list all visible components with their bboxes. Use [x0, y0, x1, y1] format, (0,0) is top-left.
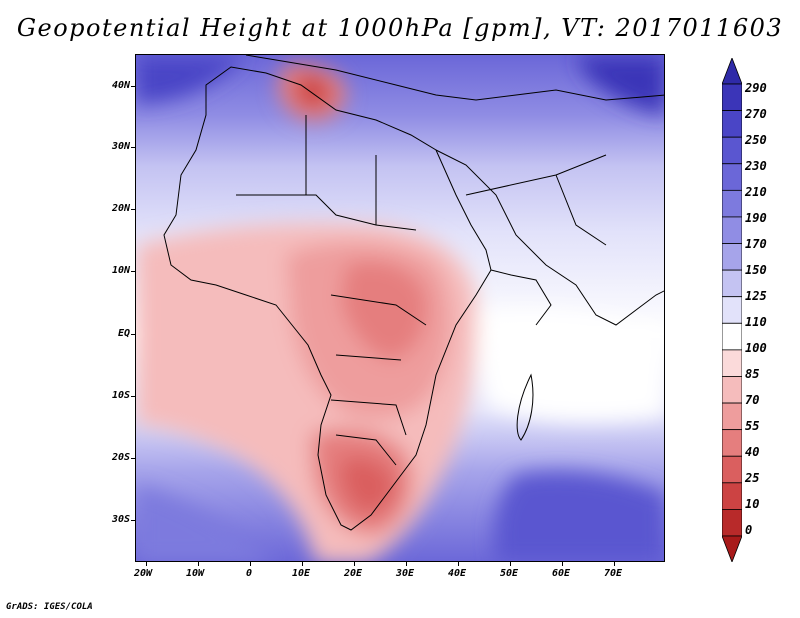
lon-tick: [510, 561, 511, 566]
colorbar-label: 100: [745, 341, 767, 355]
lat-label-30s: 30S: [111, 514, 130, 525]
colorbar-label: 40: [745, 445, 760, 459]
colorbar-segment: [722, 429, 742, 457]
lat-label-10s: 10S: [111, 390, 130, 401]
colorbar-segment: [722, 243, 742, 271]
lat-label-10n: 10N: [111, 265, 130, 276]
lat-tick: [131, 334, 136, 335]
colorbar-segment: [722, 189, 742, 218]
colorbar-label: 210: [745, 185, 767, 199]
colorbar-label: 85: [745, 367, 760, 381]
credit-text: GrADS: IGES/COLA: [6, 602, 93, 612]
lon-label-60e: 60E: [552, 568, 571, 579]
lon-tick: [302, 561, 303, 566]
lon-tick: [250, 561, 251, 566]
colorbar-label: 55: [745, 419, 760, 433]
colorbar-segment: [722, 482, 742, 510]
lat-tick: [131, 520, 136, 521]
lat-label-40n: 40N: [111, 80, 130, 91]
colorbar-segment: [722, 455, 742, 484]
colorbar-label: 170: [745, 237, 767, 251]
colorbar-label: 190: [745, 211, 767, 225]
lat-label-20n: 20N: [111, 203, 130, 214]
colorbar-label: 150: [745, 263, 767, 277]
colorbar-label: 290: [745, 81, 767, 95]
colorbar-segment: [722, 376, 742, 404]
lon-tick: [146, 561, 147, 566]
lat-tick: [131, 396, 136, 397]
lat-tick: [131, 147, 136, 148]
colorbar-label: 70: [745, 393, 760, 407]
colorbar-segment: [722, 509, 742, 537]
colorbar-label: 110: [745, 315, 767, 329]
colorbar-segment: [722, 322, 742, 351]
colorbar-label: 250: [745, 133, 767, 147]
colorbar-segment: [722, 110, 742, 138]
lat-tick: [131, 271, 136, 272]
colorbar-segment: [722, 269, 742, 298]
colorbar-label: 230: [745, 159, 767, 173]
lon-tick: [406, 561, 407, 566]
colorbar-segment: [722, 402, 742, 431]
lon-label-20w: 20W: [134, 568, 153, 579]
lat-tick: [131, 86, 136, 87]
colorbar: [722, 58, 742, 562]
colorbar-label: 125: [745, 289, 767, 303]
map-plot-area: [135, 54, 665, 562]
lon-label-20e: 20E: [344, 568, 363, 579]
lon-label-30e: 30E: [396, 568, 415, 579]
colorbar-segment: [722, 136, 742, 165]
colorbar-segment: [722, 216, 742, 244]
colorbar-label: 0: [745, 523, 753, 537]
colorbar-bottom-arrow: [722, 535, 742, 562]
lat-tick: [131, 209, 136, 210]
colorbar-segment: [722, 163, 742, 191]
colorbar-segment: [722, 349, 742, 377]
lon-tick: [614, 561, 615, 566]
lat-label-30n: 30N: [111, 141, 130, 152]
colorbar-top-arrow: [722, 58, 742, 85]
coastlines: [163, 55, 664, 531]
colorbar-segment: [722, 83, 742, 111]
lat-label-20s: 20S: [111, 452, 130, 463]
lat-label-eq: EQ: [117, 328, 130, 339]
lon-tick: [458, 561, 459, 566]
lat-tick: [131, 458, 136, 459]
colorbar-segment: [722, 296, 742, 324]
lon-label-50e: 50E: [500, 568, 519, 579]
map-title: Geopotential Height at 1000hPa [gpm], VT…: [16, 14, 784, 42]
colorbar-label: 10: [745, 497, 760, 511]
lon-label-70e: 70E: [604, 568, 623, 579]
lon-tick: [354, 561, 355, 566]
lon-label-0: 0: [246, 568, 253, 579]
colorbar-label: 25: [745, 471, 760, 485]
lon-tick: [198, 561, 199, 566]
lon-tick: [562, 561, 563, 566]
colorbar-label: 270: [745, 107, 767, 121]
lon-label-10e: 10E: [292, 568, 311, 579]
geopotential-field: [136, 55, 664, 561]
lon-label-10w: 10W: [186, 568, 205, 579]
lon-label-40e: 40E: [448, 568, 467, 579]
